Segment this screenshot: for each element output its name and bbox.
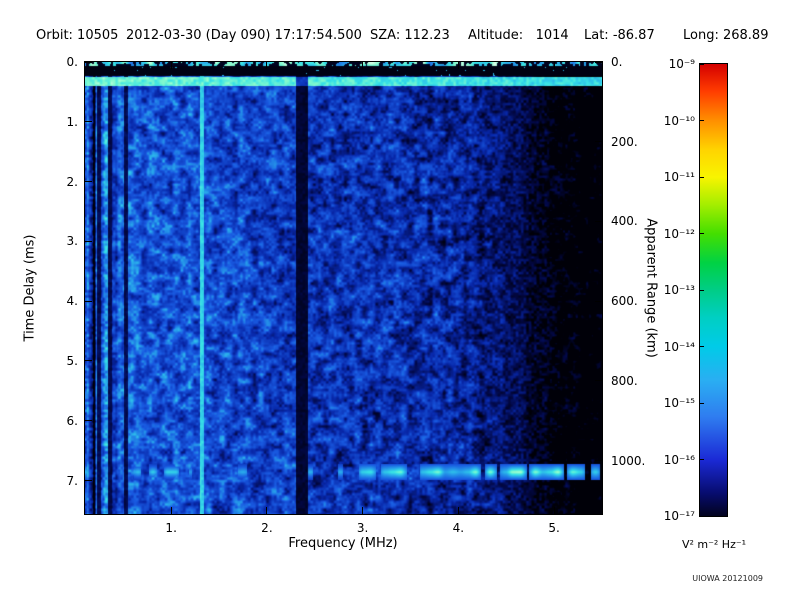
range-tick-label: 600. xyxy=(611,294,638,309)
range-tick-mark xyxy=(595,220,602,222)
x-tick-mark-top xyxy=(553,62,555,69)
x-tick-label: 4. xyxy=(452,521,465,535)
colorbar-tick-label: 10⁻¹⁴ xyxy=(663,339,695,354)
spectrogram-canvas xyxy=(85,62,602,514)
colorbar-tick-mark xyxy=(700,120,704,121)
y-axis-label-left: Time Delay (ms) xyxy=(22,234,38,342)
x-tick-label: 2. xyxy=(261,521,273,535)
colorbar-tick-mark xyxy=(700,176,704,178)
colorbar-tick-mark xyxy=(700,63,704,65)
time-tick-mark xyxy=(85,121,92,123)
x-tick-mark-bottom xyxy=(553,507,555,514)
time-tick-label: 5. xyxy=(66,353,78,368)
time-tick-label: 3. xyxy=(66,234,78,249)
colorbar-unit-label: V² m⁻² Hz⁻¹ xyxy=(681,538,747,551)
x-tick-mark-top xyxy=(170,62,172,69)
colorbar-tick-label: 10⁻¹⁶ xyxy=(663,452,695,467)
orbit-text: Orbit: 10505 xyxy=(36,28,119,43)
range-tick-label: 1000. xyxy=(611,453,646,468)
x-tick-mark-bottom xyxy=(170,507,172,514)
y-axis-label-right: Apparent Range (km) xyxy=(643,218,659,358)
colorbar-tick-label: 10⁻¹² xyxy=(663,226,695,241)
range-tick-label: 0. xyxy=(611,55,623,69)
colorbar-tick-label: 10⁻⁹ xyxy=(668,57,695,71)
time-tick-label: 0. xyxy=(66,55,78,69)
altitude-text: Altitude: 1014 xyxy=(468,28,569,43)
colorbar-tick-label: 10⁻¹¹ xyxy=(663,170,695,184)
time-tick-label: 7. xyxy=(66,473,78,488)
x-tick-mark-bottom xyxy=(457,507,459,514)
x-tick-label: 5. xyxy=(548,521,560,535)
colorbar-tick-mark xyxy=(700,402,704,404)
time-tick-mark xyxy=(85,420,92,422)
range-tick-mark xyxy=(595,380,602,382)
colorbar-tick-mark xyxy=(700,233,704,234)
colorbar xyxy=(699,63,728,517)
colorbar-tick-mark xyxy=(700,346,704,347)
sza-text: SZA: 112.23 xyxy=(370,28,450,43)
x-axis-label: Frequency (MHz) xyxy=(288,536,398,551)
time-tick-mark xyxy=(85,61,92,63)
watermark-text: UIOWA 20121009 xyxy=(692,574,763,583)
range-tick-label: 400. xyxy=(611,214,638,229)
colorbar-tick-label: 10⁻¹⁷ xyxy=(663,509,695,523)
x-tick-mark-top xyxy=(457,62,459,69)
x-tick-label: 3. xyxy=(356,521,369,535)
x-tick-mark-top xyxy=(362,62,364,69)
colorbar-tick-mark xyxy=(700,515,704,517)
colorbar-tick-label: 10⁻¹⁵ xyxy=(663,396,695,410)
time-tick-mark xyxy=(85,181,92,183)
range-tick-mark xyxy=(595,141,602,143)
range-tick-label: 200. xyxy=(611,134,638,149)
time-tick-label: 6. xyxy=(66,413,78,428)
x-tick-label: 1. xyxy=(165,521,177,535)
colorbar-tick-label: 10⁻¹³ xyxy=(663,283,695,297)
datetime-text: 2012-03-30 (Day 090) 17:17:54.500 xyxy=(126,28,362,43)
range-tick-mark xyxy=(595,460,602,462)
colorbar-tick-mark xyxy=(700,289,704,291)
x-tick-mark-bottom xyxy=(362,507,364,514)
time-tick-mark xyxy=(85,240,92,242)
time-tick-mark xyxy=(85,360,92,362)
time-tick-label: 4. xyxy=(66,294,78,309)
lat-text: Lat: -86.87 xyxy=(584,28,655,43)
range-tick-label: 800. xyxy=(611,373,638,388)
x-tick-mark-bottom xyxy=(266,507,268,514)
time-tick-label: 1. xyxy=(66,114,78,129)
colorbar-tick-label: 10⁻¹⁰ xyxy=(663,113,695,128)
range-tick-mark xyxy=(595,61,602,63)
time-tick-label: 2. xyxy=(66,174,78,189)
range-tick-mark xyxy=(595,300,602,302)
time-tick-mark xyxy=(85,300,92,302)
x-tick-mark-top xyxy=(266,62,268,69)
long-text: Long: 268.89 xyxy=(683,28,769,43)
time-tick-mark xyxy=(85,480,92,482)
spectrogram-plot xyxy=(84,61,603,515)
colorbar-tick-mark xyxy=(700,459,704,460)
